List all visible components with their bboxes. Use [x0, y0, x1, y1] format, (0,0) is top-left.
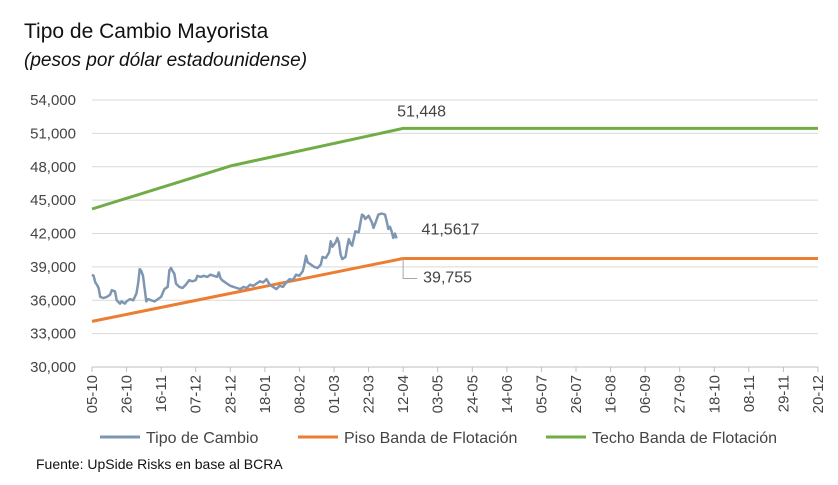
- legend: Tipo de Cambio Piso Banda de Flotación Tec…: [100, 430, 777, 447]
- series-line-tipo-de-cambio: [91, 212, 398, 305]
- x-tick-label: 26-10: [119, 375, 136, 413]
- x-tick-label: 28-12: [222, 375, 239, 413]
- x-tick-label: 18-10: [706, 375, 723, 413]
- x-tick-label: 08-11: [741, 375, 758, 412]
- x-tick-label: 03-05: [430, 375, 447, 413]
- y-tick-label: 48,000: [30, 159, 76, 176]
- y-tick-label: 42,000: [30, 226, 76, 243]
- x-tick-label: 26-07: [568, 375, 585, 413]
- annotations: 51,448 41,5617 39,755: [397, 103, 479, 286]
- x-tick-label: 05-10: [84, 375, 101, 413]
- x-tick-label: 18-01: [257, 375, 274, 413]
- x-axis-ticks: 05-10 26-10 16-11 07-12 28-12 18-01 08-02 01-03…: [84, 366, 827, 413]
- x-tick-label: 12-04: [395, 375, 412, 413]
- legend-label: Tipo de Cambio: [146, 430, 258, 447]
- series-line-piso-banda-de-flotaci-n: [91, 257, 818, 323]
- data-label-piso: 39,755: [423, 269, 472, 286]
- y-tick-label: 33,000: [30, 326, 76, 343]
- data-label-tipo-cambio: 41,5617: [422, 221, 480, 238]
- series-line-techo-banda-de-flotaci-n: [91, 126, 818, 211]
- legend-label: Techo Banda de Flotación: [592, 430, 777, 447]
- x-tick-label: 05-07: [533, 375, 550, 413]
- y-tick-label: 51,000: [30, 125, 76, 142]
- y-tick-label: 54,000: [30, 92, 76, 109]
- legend-label: Piso Banda de Flotación: [344, 430, 517, 447]
- y-tick-label: 30,000: [30, 359, 76, 376]
- x-tick-label: 20-12: [810, 375, 827, 413]
- x-tick-label: 14-06: [499, 375, 516, 413]
- y-axis-ticks: 30,000 33,000 36,000 39,000 42,000 45,000 48,0…: [30, 92, 76, 376]
- data-label-techo: 51,448: [397, 103, 446, 120]
- x-tick-label: 27-09: [672, 375, 689, 413]
- chart-subtitle: (pesos por dólar estadounidense): [24, 50, 308, 71]
- x-tick-label: 16-11: [153, 375, 170, 412]
- x-tick-label: 08-02: [291, 375, 308, 413]
- chart-source: Fuente: UpSide Risks en base al BCRA: [36, 456, 283, 472]
- chart-title: Tipo de Cambio Mayorista: [24, 20, 269, 43]
- x-tick-label: 06-09: [637, 375, 654, 413]
- y-tick-label: 36,000: [30, 292, 76, 309]
- y-tick-label: 39,000: [30, 259, 76, 276]
- x-tick-label: 16-08: [603, 375, 620, 413]
- x-tick-label: 01-03: [326, 375, 343, 413]
- y-tick-label: 45,000: [30, 192, 76, 209]
- x-tick-label: 29-11: [775, 375, 792, 412]
- x-tick-label: 24-05: [464, 375, 481, 413]
- x-tick-label: 22-03: [361, 375, 378, 413]
- x-tick-label: 07-12: [188, 375, 205, 413]
- leader-line: [402, 258, 418, 279]
